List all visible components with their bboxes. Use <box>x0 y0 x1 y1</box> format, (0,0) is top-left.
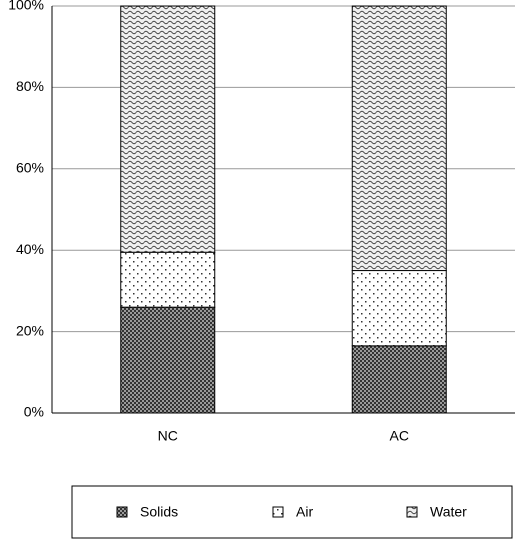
legend-label: Air <box>296 504 313 520</box>
legend-swatch <box>116 506 128 518</box>
x-tick-label: AC <box>390 428 409 444</box>
y-tick-label: 80% <box>16 78 44 94</box>
y-tick-label: 20% <box>16 322 44 338</box>
bar-segment <box>351 345 447 414</box>
bar-segment <box>120 5 216 253</box>
bar-segment <box>351 270 447 347</box>
y-tick-label: 40% <box>16 241 44 257</box>
legend-label: Water <box>430 504 467 520</box>
y-tick-label: 60% <box>16 160 44 176</box>
bar-segment <box>120 251 216 308</box>
legend-swatch <box>272 506 284 518</box>
legend-box <box>71 485 513 539</box>
x-tick-label: NC <box>158 428 178 444</box>
legend-label: Solids <box>140 504 178 520</box>
y-tick-label: 100% <box>8 0 44 13</box>
legend-swatch <box>406 506 418 518</box>
y-tick-label: 0% <box>24 404 44 420</box>
bar-segment <box>120 306 216 414</box>
bar-segment <box>351 5 447 272</box>
